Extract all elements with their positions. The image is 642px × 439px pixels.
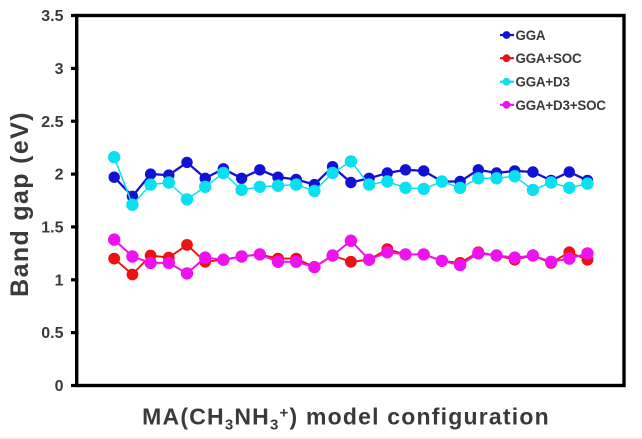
svg-text:3: 3 xyxy=(55,61,64,78)
svg-text:2: 2 xyxy=(55,167,64,184)
svg-text:1.5: 1.5 xyxy=(41,220,63,237)
svg-text:2.5: 2.5 xyxy=(41,114,63,131)
svg-text:GGA+SOC: GGA+SOC xyxy=(516,51,582,66)
svg-text:GGA+D3: GGA+D3 xyxy=(516,75,570,90)
svg-text:3.5: 3.5 xyxy=(41,8,63,25)
svg-text:1: 1 xyxy=(55,272,64,289)
svg-text:Band gap (eV): Band gap (eV) xyxy=(6,111,34,297)
svg-text:0: 0 xyxy=(55,378,64,395)
svg-text:MA(CH3NH3+) model configuratio: MA(CH3NH3+) model configuration xyxy=(142,404,550,434)
svg-text:GGA+D3+SOC: GGA+D3+SOC xyxy=(516,98,607,113)
svg-text:0.5: 0.5 xyxy=(41,325,63,342)
svg-text:GGA: GGA xyxy=(516,28,546,43)
